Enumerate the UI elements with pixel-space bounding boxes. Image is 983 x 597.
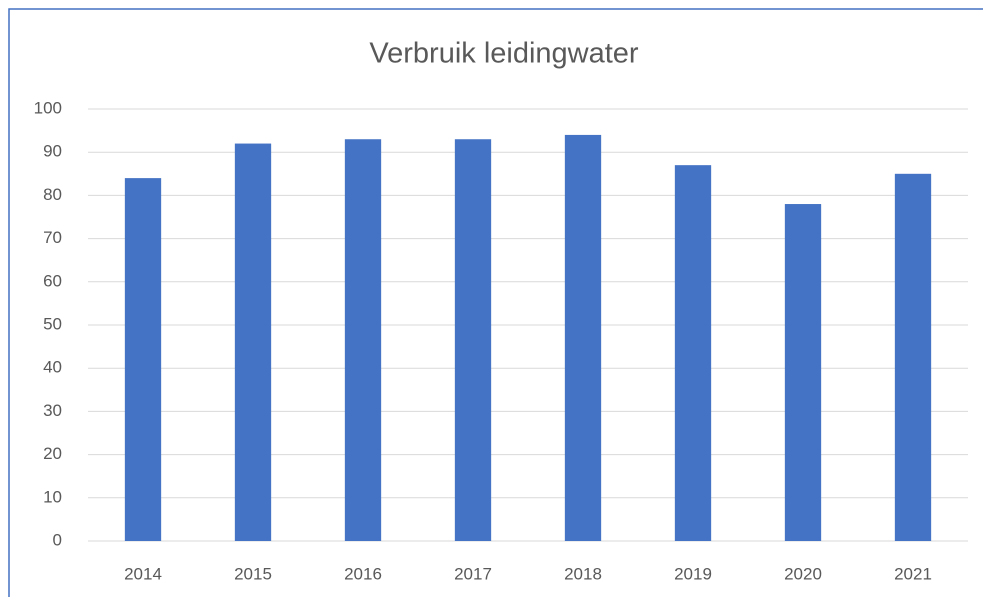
bar xyxy=(124,178,162,541)
bar xyxy=(344,139,382,542)
bar xyxy=(234,143,272,541)
y-tick-label: 20 xyxy=(43,444,62,463)
x-tick-label: 2020 xyxy=(784,564,822,583)
y-tick-label: 40 xyxy=(43,358,62,377)
bar xyxy=(894,173,932,542)
y-tick-label: 50 xyxy=(43,314,62,333)
y-tick-label: 0 xyxy=(53,530,62,549)
y-tick-label: 10 xyxy=(43,487,62,506)
x-tick-label: 2016 xyxy=(344,564,382,583)
y-tick-label: 90 xyxy=(43,142,62,161)
y-tick-label: 30 xyxy=(43,401,62,420)
x-tick-label: 2014 xyxy=(124,564,162,583)
x-tick-label: 2019 xyxy=(674,564,712,583)
y-tick-label: 100 xyxy=(34,98,62,117)
bar xyxy=(454,139,492,542)
x-tick-label: 2015 xyxy=(234,564,272,583)
bar xyxy=(674,165,712,541)
y-tick-label: 80 xyxy=(43,185,62,204)
y-tick-label: 70 xyxy=(43,228,62,247)
chart-title: Verbruik leidingwater xyxy=(369,38,639,70)
bar xyxy=(784,204,822,542)
x-tick-label: 2021 xyxy=(894,564,932,583)
y-tick-label: 60 xyxy=(43,271,62,290)
x-tick-label: 2018 xyxy=(564,564,602,583)
bar xyxy=(564,134,602,542)
x-tick-label: 2017 xyxy=(454,564,492,583)
